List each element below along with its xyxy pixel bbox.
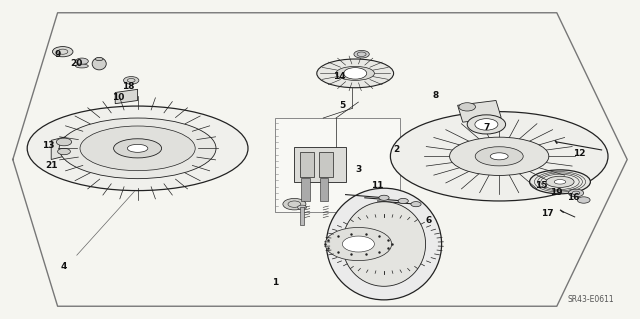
Circle shape — [76, 58, 88, 64]
Text: 11: 11 — [371, 181, 384, 189]
Bar — [300, 207, 304, 225]
Ellipse shape — [476, 147, 524, 166]
Text: 10: 10 — [112, 93, 125, 102]
Circle shape — [398, 198, 408, 204]
Text: 14: 14 — [333, 72, 346, 81]
Bar — [301, 178, 310, 201]
Circle shape — [568, 189, 584, 197]
Circle shape — [283, 198, 306, 210]
Circle shape — [58, 148, 70, 155]
Ellipse shape — [326, 188, 442, 300]
Text: 15: 15 — [534, 181, 547, 189]
Text: 6: 6 — [426, 216, 432, 225]
Ellipse shape — [490, 153, 508, 160]
Circle shape — [475, 119, 498, 130]
Circle shape — [354, 50, 369, 58]
Text: 16: 16 — [566, 193, 579, 202]
Ellipse shape — [127, 144, 148, 152]
Text: 9: 9 — [54, 50, 61, 59]
Ellipse shape — [95, 57, 103, 61]
Ellipse shape — [342, 202, 426, 286]
Bar — [275, 118, 400, 212]
Text: 7: 7 — [483, 123, 490, 132]
Text: 2: 2 — [394, 145, 400, 154]
Circle shape — [325, 227, 392, 261]
Text: 21: 21 — [45, 161, 58, 170]
Bar — [294, 147, 346, 182]
Circle shape — [379, 195, 389, 200]
Circle shape — [56, 138, 72, 146]
Bar — [300, 152, 314, 177]
Ellipse shape — [59, 118, 216, 179]
Circle shape — [459, 103, 476, 111]
Ellipse shape — [530, 170, 590, 194]
Circle shape — [577, 197, 590, 203]
Polygon shape — [115, 89, 138, 104]
Text: 1: 1 — [272, 278, 278, 287]
Text: 4: 4 — [61, 262, 67, 271]
Bar — [319, 152, 333, 177]
Ellipse shape — [554, 180, 566, 184]
Ellipse shape — [546, 176, 574, 188]
Circle shape — [467, 115, 506, 134]
Ellipse shape — [114, 139, 161, 158]
Circle shape — [52, 47, 73, 57]
Ellipse shape — [76, 64, 88, 68]
Text: 8: 8 — [432, 91, 438, 100]
Text: 17: 17 — [541, 209, 554, 218]
Polygon shape — [51, 134, 77, 160]
Bar — [320, 178, 328, 201]
Text: 12: 12 — [573, 149, 586, 158]
Polygon shape — [458, 100, 501, 122]
Circle shape — [411, 202, 421, 207]
Ellipse shape — [317, 59, 394, 88]
Ellipse shape — [390, 112, 608, 201]
Circle shape — [298, 205, 307, 210]
Text: 13: 13 — [42, 141, 54, 150]
Circle shape — [124, 77, 139, 84]
Circle shape — [344, 68, 367, 79]
Ellipse shape — [336, 66, 374, 80]
Ellipse shape — [28, 106, 248, 190]
Text: 20: 20 — [70, 59, 83, 68]
Text: SR43-E0611: SR43-E0611 — [568, 295, 614, 304]
Text: 19: 19 — [550, 189, 563, 197]
Ellipse shape — [449, 137, 549, 175]
Text: 3: 3 — [355, 165, 362, 174]
Ellipse shape — [92, 58, 106, 70]
Text: 18: 18 — [122, 82, 134, 91]
Circle shape — [342, 236, 374, 252]
Text: 5: 5 — [339, 101, 346, 110]
Ellipse shape — [80, 126, 195, 171]
